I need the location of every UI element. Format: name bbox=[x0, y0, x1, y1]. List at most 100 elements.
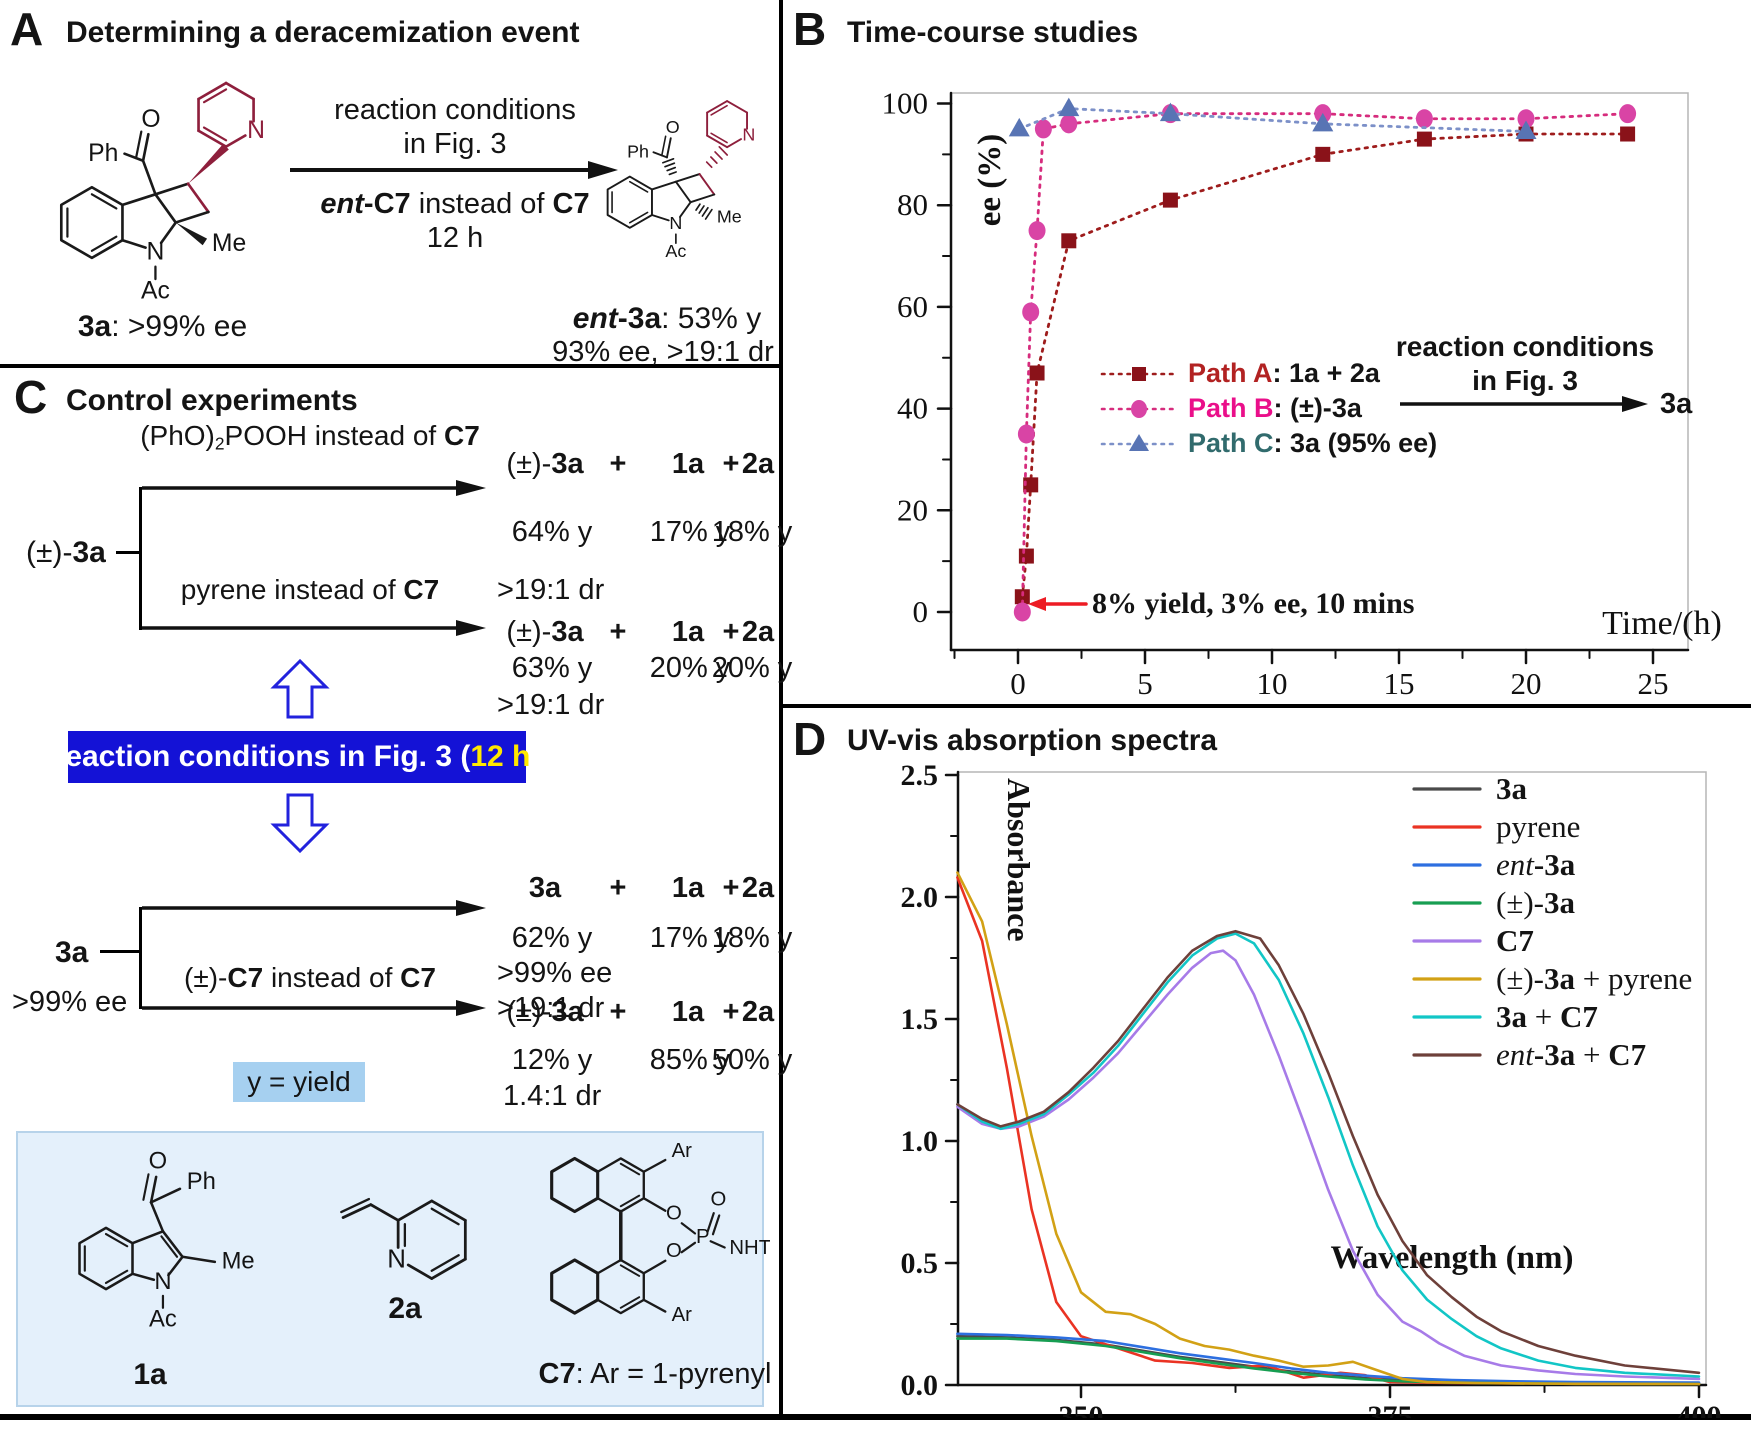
svg-text:Ph: Ph bbox=[187, 1168, 216, 1195]
inset-line1: reaction conditions bbox=[1395, 331, 1655, 362]
svg-text:Time/(h): Time/(h) bbox=[1602, 605, 1722, 642]
svg-text:Me: Me bbox=[717, 207, 742, 227]
product-name: 2a bbox=[741, 872, 775, 904]
svg-text:60: 60 bbox=[897, 289, 928, 324]
svg-text:Wavelength (nm): Wavelength (nm) bbox=[1331, 1240, 1574, 1276]
legend-item: Path C: 3a (95% ee) bbox=[1100, 426, 1437, 461]
legend-item: pyrene bbox=[1412, 808, 1692, 846]
plus-sign: + bbox=[609, 448, 627, 480]
svg-text:5: 5 bbox=[1137, 666, 1153, 701]
molecule-2a-structure: N bbox=[340, 1197, 467, 1280]
reaction-conditions-banner: reaction conditions in Fig. 3 (12 h) bbox=[54, 731, 540, 783]
legend-line-icon bbox=[1412, 939, 1482, 943]
svg-text:ee (%): ee (%) bbox=[972, 134, 1008, 227]
svg-text:Me: Me bbox=[212, 230, 246, 257]
divider-vertical bbox=[779, 0, 783, 1419]
svg-text:2.5: 2.5 bbox=[901, 759, 939, 792]
svg-text:Ac: Ac bbox=[149, 1306, 177, 1333]
plus-sign: + bbox=[609, 616, 627, 648]
legend-item: (±)-3a bbox=[1412, 884, 1692, 922]
condition-line3: ent-C7 instead of C7 bbox=[320, 188, 590, 220]
molecule-c7-structure: ArArOOPONHTf bbox=[550, 1140, 770, 1326]
svg-text:Ac: Ac bbox=[665, 241, 686, 261]
product-label-ent-3a-2: 93% ee, >19:1 dr bbox=[552, 336, 774, 368]
legend-item: (±)-3a + pyrene bbox=[1412, 960, 1692, 998]
svg-text:10: 10 bbox=[1257, 666, 1288, 701]
inset-line2: in Fig. 3 bbox=[1472, 365, 1578, 396]
svg-text:20: 20 bbox=[1511, 666, 1542, 701]
panel-c-title: Control experiments bbox=[66, 384, 358, 417]
branch-tick-2 bbox=[100, 950, 140, 953]
svg-text:2.0: 2.0 bbox=[901, 881, 939, 914]
product-name: 1a bbox=[671, 996, 705, 1028]
product-name: 1a bbox=[671, 616, 705, 648]
start-material-ee: >99% ee bbox=[12, 986, 128, 1018]
svg-text:Me: Me bbox=[222, 1248, 255, 1275]
legend-marker-icon bbox=[1100, 399, 1178, 418]
legend-item: Path A: 1a + 2a bbox=[1100, 356, 1437, 391]
svg-text:O: O bbox=[711, 1188, 727, 1210]
svg-text:O: O bbox=[666, 117, 680, 137]
condition-pyrene: pyrene instead of C7 bbox=[180, 574, 440, 605]
yield-key-box: y = yield bbox=[233, 1062, 365, 1102]
arrow-c3 bbox=[142, 900, 486, 916]
product-name: 2a bbox=[741, 996, 775, 1028]
molecule-1a-structure: Me O Ph N Ac bbox=[78, 1148, 255, 1333]
panel-d-tag: D bbox=[793, 713, 827, 765]
svg-text:O: O bbox=[666, 1240, 682, 1262]
yield-value: 12% y bbox=[511, 1044, 593, 1076]
yield-value: 62% y bbox=[511, 922, 593, 954]
structures-box bbox=[16, 1131, 764, 1407]
dr-value: >19:1 dr bbox=[497, 689, 605, 721]
condition-line4: 12 h bbox=[426, 222, 484, 254]
condition-rac-c7: (±)-C7 instead of C7 bbox=[184, 962, 436, 993]
svg-text:0.0: 0.0 bbox=[901, 1369, 939, 1402]
panel-a-tag: A bbox=[10, 3, 44, 55]
svg-text:0.5: 0.5 bbox=[901, 1247, 939, 1280]
product-name: 2a bbox=[741, 448, 775, 480]
legend-line-icon bbox=[1412, 901, 1482, 905]
svg-text:15: 15 bbox=[1384, 666, 1415, 701]
product-name: (±)-3a bbox=[506, 616, 584, 648]
svg-text:100: 100 bbox=[882, 86, 929, 121]
yield-value: 20% y bbox=[649, 652, 731, 684]
time-course-chart: 0 20 40 60 80 100 0 5 10 15 20 25 ee (%) Time/(h) bbox=[882, 86, 1722, 702]
svg-text:Ar: Ar bbox=[672, 1304, 693, 1326]
svg-text:NHTf: NHTf bbox=[729, 1237, 770, 1259]
svg-text:80: 80 bbox=[897, 187, 928, 222]
plus-sign: + bbox=[722, 616, 740, 648]
product-name: (±)-3a bbox=[506, 996, 584, 1028]
chart-d-legend: 3a pyrene ent-3a (±)-3a C7 (±)-3a + pyrene 3a … bbox=[1412, 770, 1692, 1074]
svg-text:O: O bbox=[141, 106, 160, 133]
dr-value: >19:1 dr bbox=[497, 992, 605, 1024]
svg-text:Ph: Ph bbox=[627, 141, 649, 161]
product-name: 1a bbox=[671, 872, 705, 904]
yield-value: 50% y bbox=[711, 1044, 793, 1076]
caption-1a: 1a bbox=[133, 1358, 167, 1391]
condition-line2: in Fig. 3 bbox=[403, 128, 507, 160]
legend-line-icon bbox=[1412, 787, 1482, 791]
legend-item: ent-3a bbox=[1412, 846, 1692, 884]
svg-text:Absorbance: Absorbance bbox=[1001, 778, 1037, 942]
yield-value: 18% y bbox=[711, 516, 793, 548]
svg-text:350: 350 bbox=[1059, 1400, 1104, 1418]
hollow-arrow-down-icon bbox=[270, 793, 330, 854]
inset-product-3a: 3a bbox=[1660, 388, 1693, 420]
svg-text:0: 0 bbox=[1010, 666, 1026, 701]
product-label-ent-3a: ent-3a: 53% y bbox=[572, 302, 762, 335]
molecule-ent-3a-structure: O Ph N Me N Ac bbox=[606, 100, 755, 261]
reactant-label-3a: 3a: >99% ee bbox=[77, 310, 248, 343]
uv-vis-chart: 0.0 0.5 1.0 1.5 2.0 2.5 350 375 400 Absorbance Wav… bbox=[901, 759, 1722, 1418]
start-material-rac-3a: (±)-3a bbox=[26, 536, 106, 569]
caption-2a: 2a bbox=[388, 1292, 422, 1325]
svg-text:40: 40 bbox=[897, 391, 928, 426]
branch-line-2 bbox=[139, 907, 142, 1009]
condition-phosphoric-acid: (PhO)2POOH instead of C7 bbox=[140, 420, 480, 454]
legend-line-icon bbox=[1412, 977, 1482, 981]
inset-arrow bbox=[1400, 396, 1648, 412]
yield-value: 85% y bbox=[649, 1044, 731, 1076]
yield-value: 17% y bbox=[649, 922, 731, 954]
condition-line1: reaction conditions bbox=[334, 94, 576, 126]
panel-b-title: Time-course studies bbox=[847, 16, 1139, 49]
svg-text:400: 400 bbox=[1677, 1400, 1722, 1418]
